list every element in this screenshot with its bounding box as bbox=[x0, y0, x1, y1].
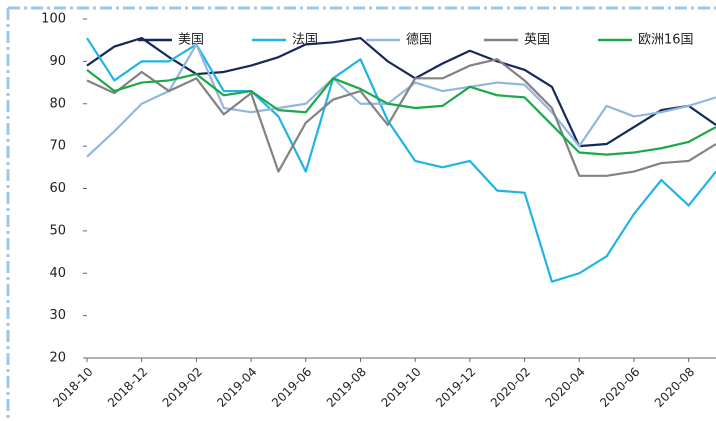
y-tick-label: 80 bbox=[49, 96, 66, 111]
x-tick-label: 2019-02 bbox=[160, 365, 205, 410]
x-tick-label: 2018-10 bbox=[50, 365, 95, 410]
x-tick-label: 2020-06 bbox=[597, 365, 642, 410]
x-tick-label: 2018-12 bbox=[105, 365, 150, 410]
series-line bbox=[86, 37, 716, 283]
legend-label: 英国 bbox=[524, 33, 550, 48]
series-line bbox=[86, 36, 716, 148]
y-tick-label: 100 bbox=[41, 12, 66, 27]
y-tick-label: 40 bbox=[49, 266, 66, 281]
x-tick-label: 2019-10 bbox=[378, 365, 423, 410]
series-line bbox=[86, 43, 716, 158]
x-tick-label: 2019-06 bbox=[269, 365, 314, 410]
y-tick-label: 70 bbox=[49, 139, 66, 154]
y-tick-label: 30 bbox=[49, 308, 66, 323]
legend-label: 法国 bbox=[292, 33, 318, 48]
series-line bbox=[86, 58, 716, 177]
y-tick-label: 50 bbox=[49, 223, 66, 238]
x-tick-label: 2020-02 bbox=[488, 365, 533, 410]
x-tick-label: 2020-04 bbox=[543, 365, 588, 410]
x-tick-label: 2019-12 bbox=[433, 365, 478, 410]
legend-label: 美国 bbox=[178, 33, 204, 48]
y-tick-label: 20 bbox=[49, 351, 66, 366]
y-tick-label: 90 bbox=[49, 54, 66, 69]
legend-label: 欧洲16国 bbox=[638, 33, 694, 48]
x-tick-label: 2019-08 bbox=[324, 365, 369, 410]
x-tick-label: 2019-04 bbox=[214, 365, 259, 410]
series-line bbox=[86, 68, 716, 156]
legend-label: 德国 bbox=[406, 33, 432, 48]
x-tick-label: 2020-08 bbox=[652, 365, 697, 410]
y-tick-label: 60 bbox=[49, 181, 66, 196]
